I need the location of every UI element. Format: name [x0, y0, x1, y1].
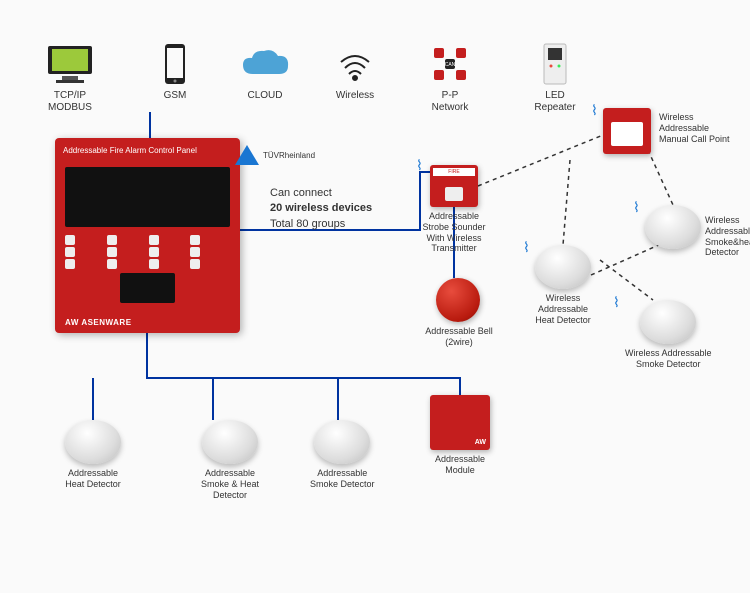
tuv-mark: TÜVRheinland	[235, 145, 315, 165]
bell-label: Addressable Bell(2wire)	[414, 326, 504, 348]
annot-line1: Can connect	[270, 186, 372, 201]
panel-slot	[120, 273, 175, 303]
tuv-triangle-icon	[235, 145, 259, 165]
top-label: P-PNetwork	[432, 90, 469, 114]
wifi-icon: ⌇	[591, 102, 598, 119]
wifi-icon	[335, 40, 375, 88]
top-label: LEDRepeater	[534, 90, 575, 114]
addressable-module: AW AddressableModule	[430, 395, 500, 476]
call-point-icon	[603, 108, 651, 154]
panel-title: Addressable Fire Alarm Control Panel	[55, 138, 240, 163]
repeater-icon	[540, 40, 570, 88]
detector-label: WirelessAddressableHeat Detector	[535, 293, 591, 325]
detector-label: Wireless AddressableSmoke Detector	[625, 348, 712, 370]
detector-smoke: AddressableSmoke Detector	[310, 420, 375, 490]
call-point-label: WirelessAddressableManual Call Point	[659, 112, 749, 144]
detector-icon	[535, 245, 591, 289]
annot-line2: 20 wireless devices	[270, 201, 372, 216]
annot-line3: Total 80 groups	[270, 217, 372, 232]
detector-smokeheat: AddressableSmoke & Heat Detector	[185, 420, 275, 500]
manual-call-point: ⌇ WirelessAddressableManual Call Point	[603, 108, 651, 154]
connectivity-tcpip: TCP/IPMODBUS	[30, 40, 110, 114]
strobe-box-icon: FIRE	[430, 165, 478, 207]
panel-keypad	[55, 231, 240, 273]
detector-label: AddressableHeat Detector	[65, 468, 121, 490]
cloud-icon	[237, 40, 293, 88]
bell-icon	[436, 278, 480, 322]
detector-icon	[640, 300, 696, 344]
module-box-icon: AW	[430, 395, 490, 450]
svg-text:CAN: CAN	[445, 62, 456, 68]
wifi-icon: ⌇	[416, 157, 423, 174]
top-label: CLOUD	[247, 90, 282, 102]
wifi-icon: ⌇	[633, 199, 640, 216]
connectivity-pp: CAN P-PNetwork	[410, 40, 490, 114]
wireless-detector-wsmoke: ⌇Wireless AddressableSmoke Detector	[625, 300, 712, 370]
connectivity-cloud: CLOUD	[225, 40, 305, 102]
connectivity-led: LEDRepeater	[515, 40, 595, 114]
monitor-icon	[44, 40, 96, 88]
connectivity-gsm: GSM	[135, 40, 215, 102]
tuv-label: TÜVRheinland	[263, 151, 315, 160]
wireless-detector-wsmokeheat: ⌇WirelessAddressableSmoke&heatDetector	[645, 205, 701, 249]
addressable-bell: Addressable Bell(2wire)	[436, 278, 504, 348]
detector-label: AddressableSmoke & Heat Detector	[185, 468, 275, 500]
wifi-icon: ⌇	[523, 239, 530, 256]
top-label: Wireless	[336, 90, 374, 102]
connectivity-wireless: Wireless	[315, 40, 395, 102]
canbus-icon: CAN	[430, 40, 470, 88]
wireless-detector-wheat: ⌇WirelessAddressableHeat Detector	[535, 245, 591, 325]
detector-heat: AddressableHeat Detector	[65, 420, 121, 490]
detector-icon	[65, 420, 121, 464]
phone-icon	[164, 40, 186, 88]
detector-icon	[645, 205, 701, 249]
top-label: TCP/IPMODBUS	[48, 90, 92, 114]
detector-icon	[314, 420, 370, 464]
panel-screen	[65, 167, 230, 227]
module-label: AddressableModule	[420, 454, 500, 476]
wireless-capacity-note: Can connect 20 wireless devices Total 80…	[270, 186, 372, 232]
control-panel: Addressable Fire Alarm Control Panel AW …	[55, 138, 240, 333]
panel-brand: AW ASENWARE	[65, 318, 132, 327]
strobe-label: AddressableStrobe SounderWith Wireless T…	[404, 211, 504, 254]
detector-label: WirelessAddressableSmoke&heatDetector	[705, 215, 750, 258]
detector-label: AddressableSmoke Detector	[310, 468, 375, 490]
detector-icon	[202, 420, 258, 464]
wifi-icon: ⌇	[613, 294, 620, 311]
top-label: GSM	[164, 90, 187, 102]
strobe-sounder: FIRE ⌇ AddressableStrobe SounderWith Wir…	[430, 165, 504, 254]
